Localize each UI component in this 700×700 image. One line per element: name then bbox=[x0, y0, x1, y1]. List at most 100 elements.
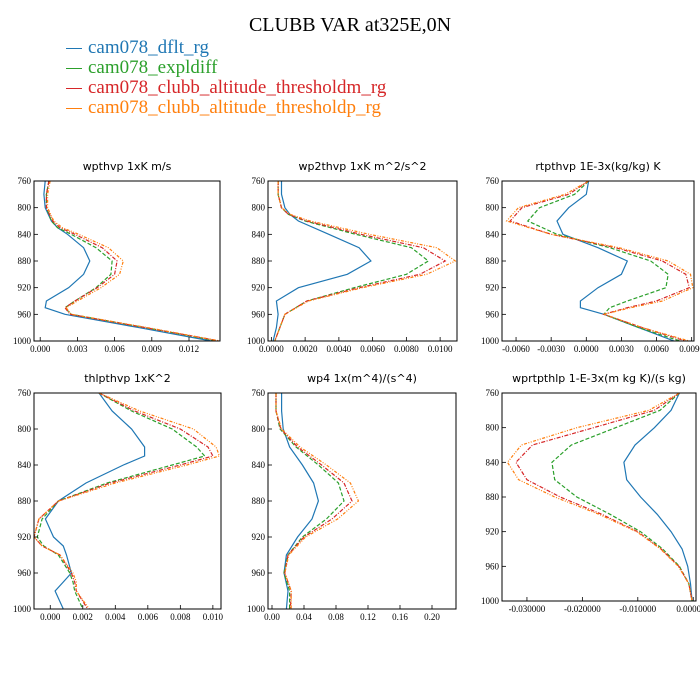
legend: cam078_dflt_rg cam078_expldiff cam078_cl… bbox=[66, 38, 386, 118]
x-tick-label: -0.010000 bbox=[619, 604, 656, 614]
y-tick-label: 960 bbox=[18, 568, 32, 578]
series-line bbox=[45, 181, 218, 341]
panel-title: rtpthvp 1E-3x(kg/kg) K bbox=[535, 160, 661, 173]
x-tick-label: 0.0030 bbox=[609, 344, 634, 354]
y-tick-label: 1000 bbox=[13, 604, 32, 614]
y-tick-label: 960 bbox=[486, 561, 500, 571]
legend-swatch-thresholdp bbox=[66, 107, 82, 109]
x-tick-label: 0.0000 bbox=[574, 344, 599, 354]
y-tick-label: 800 bbox=[252, 424, 266, 434]
y-tick-label: 800 bbox=[486, 423, 500, 433]
y-tick-label: 760 bbox=[18, 388, 32, 398]
y-tick-label: 800 bbox=[486, 203, 500, 213]
x-tick-label: 0.0100 bbox=[428, 344, 453, 354]
x-tick-label: 0.000000 bbox=[676, 604, 700, 614]
series-line bbox=[505, 181, 694, 341]
y-tick-label: 920 bbox=[18, 283, 32, 293]
legend-item: cam078_dflt_rg bbox=[66, 38, 386, 58]
panel-title: thlpthvp 1xK^2 bbox=[84, 372, 171, 385]
series-line bbox=[43, 181, 212, 341]
x-tick-label: 0.0000 bbox=[259, 344, 284, 354]
legend-item: cam078_expldiff bbox=[66, 58, 386, 78]
x-tick-label: 0.002 bbox=[73, 612, 93, 622]
y-tick-label: 840 bbox=[486, 229, 500, 239]
x-tick-label: -0.0030 bbox=[537, 344, 565, 354]
panel-1: wpthvp 1xK m/s76080084088092096010000.00… bbox=[13, 160, 221, 354]
x-tick-label: -0.0060 bbox=[502, 344, 530, 354]
y-tick-label: 760 bbox=[252, 388, 266, 398]
y-tick-label: 920 bbox=[486, 283, 500, 293]
series-line bbox=[45, 181, 220, 341]
series-line bbox=[274, 181, 457, 341]
legend-item: cam078_clubb_altitude_thresholdm_rg bbox=[66, 78, 386, 98]
panel-2: wp2thvp 1xK m^2/s^2 760 800 840 880 920 960 100… bbox=[247, 160, 458, 354]
legend-swatch-thresholdm bbox=[66, 87, 82, 89]
y-tick-label: 800 bbox=[18, 203, 32, 213]
y-tick-label: 880 bbox=[18, 496, 32, 506]
x-tick-label: 0.12 bbox=[360, 612, 376, 622]
panel-title: wprtpthlp 1-E-3x(m kg K)/(s kg) bbox=[512, 372, 686, 385]
legend-label-thresholdm: cam078_clubb_altitude_thresholdm_rg bbox=[88, 77, 387, 98]
series-line bbox=[36, 393, 206, 609]
x-tick-label: 0.004 bbox=[105, 612, 126, 622]
series-line bbox=[44, 393, 146, 609]
series-line bbox=[623, 393, 693, 601]
x-tick-label: 0.009 bbox=[142, 344, 163, 354]
y-tick-label: 920 bbox=[18, 532, 32, 542]
legend-label-dflt: cam078_dflt_rg bbox=[88, 37, 210, 58]
x-tick-label: 0.0060 bbox=[644, 344, 669, 354]
panel-4: thlpthvp 1xK^2 760 800 840 880 920 960 1000 0.00… bbox=[13, 372, 223, 622]
y-tick-label: 920 bbox=[252, 283, 266, 293]
y-tick-label: 760 bbox=[486, 176, 500, 186]
y-tick-label: 1000 bbox=[481, 336, 500, 346]
y-tick-label: 1000 bbox=[13, 336, 32, 346]
series-line bbox=[506, 393, 693, 601]
panel-3: rtpthvp 1E-3x(kg/kg) K 760 800 840 880 920 960… bbox=[481, 160, 700, 354]
y-tick-label: 880 bbox=[18, 256, 32, 266]
y-tick-label: 960 bbox=[18, 309, 32, 319]
x-tick-label: 0.16 bbox=[392, 612, 408, 622]
panel-title: wp4 1x(m^4)/(s^4) bbox=[307, 372, 417, 385]
x-tick-label: 0.000 bbox=[40, 612, 61, 622]
legend-label-expldiff: cam078_expldiff bbox=[88, 57, 218, 78]
series-line bbox=[274, 181, 447, 341]
x-tick-label: 0.000 bbox=[30, 344, 51, 354]
legend-swatch-dflt bbox=[66, 47, 82, 49]
panel-title: wpthvp 1xK m/s bbox=[83, 160, 172, 173]
series-line bbox=[509, 181, 691, 341]
x-tick-label: 0.010 bbox=[203, 612, 224, 622]
y-tick-label: 760 bbox=[486, 388, 500, 398]
y-tick-label: 840 bbox=[252, 460, 266, 470]
series-line bbox=[34, 393, 221, 609]
y-tick-label: 960 bbox=[252, 568, 266, 578]
plot-frame bbox=[501, 392, 697, 602]
series-line bbox=[34, 393, 214, 609]
plot-frame bbox=[501, 180, 695, 342]
series-line bbox=[274, 181, 430, 341]
y-tick-label: 960 bbox=[486, 309, 500, 319]
y-tick-label: 840 bbox=[18, 229, 32, 239]
x-tick-label: 0.04 bbox=[296, 612, 312, 622]
x-tick-label: 0.20 bbox=[424, 612, 440, 622]
chart-title: CLUBB VAR at325E,0N bbox=[248, 14, 452, 36]
x-tick-label: 0.012 bbox=[179, 344, 199, 354]
legend-swatch-expldiff bbox=[66, 67, 82, 69]
x-tick-label: 0.00 bbox=[264, 612, 280, 622]
y-tick-label: 960 bbox=[252, 309, 266, 319]
plot-frame bbox=[267, 180, 458, 342]
y-tick-label: 1000 bbox=[247, 604, 266, 614]
x-tick-label: 0.003 bbox=[67, 344, 88, 354]
x-tick-label: 0.0020 bbox=[293, 344, 318, 354]
y-tick-label: 1000 bbox=[247, 336, 266, 346]
y-tick-label: 1000 bbox=[481, 596, 500, 606]
y-tick-label: 880 bbox=[252, 496, 266, 506]
series-line bbox=[515, 393, 693, 601]
series-line bbox=[556, 181, 675, 341]
series-line bbox=[526, 181, 681, 341]
x-tick-label: 0.08 bbox=[328, 612, 344, 622]
y-tick-label: 760 bbox=[252, 176, 266, 186]
x-tick-label: -0.020000 bbox=[564, 604, 601, 614]
series-line bbox=[272, 181, 372, 341]
